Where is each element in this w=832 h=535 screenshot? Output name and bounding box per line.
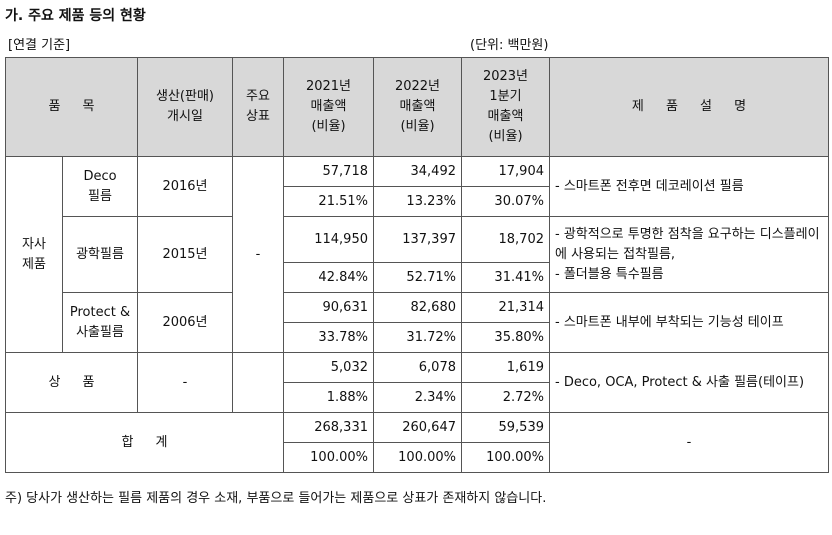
header-cell: 주요 상표 bbox=[232, 57, 284, 157]
group-cell: 자사 제품 bbox=[5, 156, 63, 353]
ratio-cell: 100.00% bbox=[283, 442, 374, 473]
ratio-cell: 52.71% bbox=[373, 262, 462, 293]
amount-cell: 6,078 bbox=[373, 352, 462, 383]
table-row: 33.78% 31.72% 35.80% bbox=[6, 322, 829, 353]
amount-cell: 18,702 bbox=[461, 216, 550, 263]
table-row: 자사 제품 Deco 필름 2016년 -57,718 34,492 17,904- 스마… bbox=[5, 156, 829, 353]
ratio-cell: 2.72% bbox=[461, 382, 550, 413]
title: 가. 주요 제품 등의 현황 bbox=[5, 8, 146, 24]
ratio-cell: 35.80% bbox=[461, 322, 550, 353]
ratio-cell: 100.00% bbox=[461, 442, 550, 473]
amount-cell: 57,718 bbox=[283, 156, 374, 187]
product-name: Deco 필름 bbox=[62, 156, 138, 217]
amount-cell: 114,950 bbox=[283, 216, 374, 263]
ratio-cell: 42.84% bbox=[283, 262, 374, 293]
unit: (단위: 백만원) bbox=[470, 38, 549, 53]
footnote: 주) 당사가 생산하는 필름 제품의 경우 소재, 부품으로 들어가는 제품으로… bbox=[5, 491, 547, 506]
start-cell: 2015년 bbox=[137, 216, 233, 293]
ratio-cell: 31.72% bbox=[373, 322, 462, 353]
ratio-cell: 30.07% bbox=[461, 186, 550, 217]
header-cell: 2022년 매출액 (비율) bbox=[373, 57, 462, 157]
amount-cell: 260,647 bbox=[373, 412, 462, 443]
table-row: 품 목 생산(판매) 개시일 주요 상표 2021년 매출액 (비율) 2022년 매출… bbox=[5, 57, 829, 157]
description-cell: - bbox=[549, 412, 829, 473]
amount-cell: 34,492 bbox=[373, 156, 462, 187]
product-name: Protect & 사출필름 bbox=[62, 292, 138, 353]
amount-cell: 82,680 bbox=[373, 292, 462, 323]
amount-cell: 17,904 bbox=[461, 156, 550, 187]
brand-cell bbox=[232, 352, 284, 413]
table-row: 42.84% 52.71% 31.41% bbox=[6, 262, 829, 293]
amount-cell: 21,314 bbox=[461, 292, 550, 323]
description-cell: - Deco, OCA, Protect & 사출 필름(테이프) bbox=[549, 352, 829, 413]
amount-cell: 90,631 bbox=[283, 292, 374, 323]
table-row: Protect & 사출필름 2006년 90,631 82,680 21,314- 스… bbox=[6, 292, 829, 353]
ratio-cell: 31.41% bbox=[461, 262, 550, 293]
start-cell: - bbox=[137, 352, 233, 413]
ratio-cell: 1.88% bbox=[283, 382, 374, 413]
amount-cell: 59,539 bbox=[461, 412, 550, 443]
table-row: 1.88% 2.34% 2.72% bbox=[6, 382, 829, 413]
header-cell: 품 목 bbox=[5, 57, 138, 157]
basis: [연결 기준] bbox=[8, 38, 71, 53]
table-row: 합 계 268,331 260,647 59,539- bbox=[5, 412, 829, 473]
amount-cell: 5,032 bbox=[283, 352, 374, 383]
description-cell: - 스마트폰 내부에 부착되는 기능성 테이프 bbox=[549, 292, 829, 353]
header-cell: 생산(판매) 개시일 bbox=[137, 57, 233, 157]
total-name: 합 계 bbox=[5, 412, 284, 473]
table-row: 상 품 - 5,032 6,078 1,619- Deco, OCA, Protect … bbox=[5, 352, 829, 413]
start-cell: 2006년 bbox=[137, 292, 233, 353]
start-cell: 2016년 bbox=[137, 156, 233, 217]
table: 품 목 생산(판매) 개시일 주요 상표 2021년 매출액 (비율) 2022년 매출… bbox=[5, 57, 829, 473]
amount-cell: 137,397 bbox=[373, 216, 462, 263]
goods-name: 상 품 bbox=[5, 352, 138, 413]
header-cell: 2023년 1분기 매출액 (비율) bbox=[461, 57, 550, 157]
header-cell: 2021년 매출액 (비율) bbox=[283, 57, 374, 157]
header-cell: 제 품 설 명 bbox=[549, 57, 829, 157]
description-cell: - 광학적으로 투명한 점착을 요구하는 디스플레이에 사용되는 접착필름, -… bbox=[549, 216, 829, 293]
table-row: 100.00% 100.00% 100.00% bbox=[6, 442, 829, 473]
ratio-cell: 21.51% bbox=[283, 186, 374, 217]
amount-cell: 1,619 bbox=[461, 352, 550, 383]
table-row: 21.51% 13.23% 30.07% bbox=[6, 186, 829, 217]
ratio-cell: 2.34% bbox=[373, 382, 462, 413]
product-name: 광학필름 bbox=[62, 216, 138, 293]
table-row: 광학필름 2015년 114,950 137,397 18,702- 광학적으로 투명한… bbox=[6, 216, 829, 293]
ratio-cell: 33.78% bbox=[283, 322, 374, 353]
amount-cell: 268,331 bbox=[283, 412, 374, 443]
description-cell: - 스마트폰 전후면 데코레이션 필름 bbox=[549, 156, 829, 217]
brand-cell: - bbox=[232, 156, 284, 353]
ratio-cell: 13.23% bbox=[373, 186, 462, 217]
ratio-cell: 100.00% bbox=[373, 442, 462, 473]
